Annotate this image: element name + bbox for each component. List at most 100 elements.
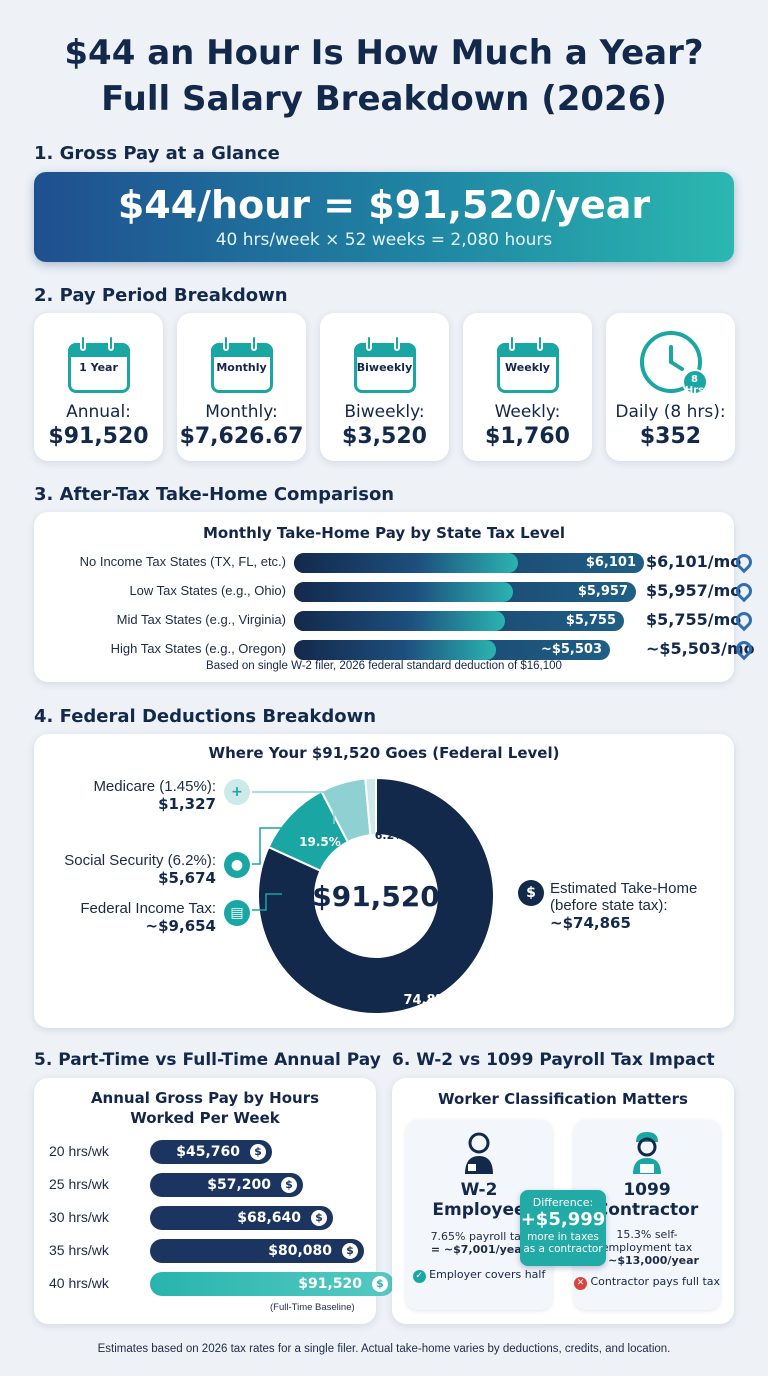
slice-fit-pct: 19.5% bbox=[299, 835, 341, 849]
tax-row-monthly: $6,101/mo bbox=[646, 552, 742, 571]
diff-label: Difference: bbox=[532, 1196, 594, 1209]
calendar-icon-label: Weekly bbox=[505, 361, 550, 374]
w2-card: Worker Classification Matters W-2 Employ… bbox=[392, 1078, 734, 1324]
pay-card-value: $7,626.67 bbox=[179, 424, 304, 449]
section-part-time-title: 5. Part-Time vs Full-Time Annual Pay bbox=[34, 1050, 381, 1070]
federal-donut-chart: $91,520 6.2% 19.5% 74.8% bbox=[257, 776, 495, 1015]
diff-sub-2: as a contractor bbox=[523, 1243, 603, 1255]
tax-row-monthly: $5,957/mo bbox=[646, 581, 742, 600]
tax-bar-value: ~$5,503 bbox=[540, 642, 602, 657]
pt-bar: $45,760 $ bbox=[150, 1140, 272, 1164]
gross-pay-banner: $44/hour = $91,520/year 40 hrs/week × 52… bbox=[34, 172, 734, 262]
legend-federal-income-tax: Federal Income Tax: ~$9,654 bbox=[54, 900, 216, 935]
pay-card-value: $3,520 bbox=[342, 424, 427, 449]
pt-row-label: 35 hrs/wk bbox=[49, 1242, 109, 1258]
tax-bar bbox=[294, 582, 513, 602]
federal-card: Where Your $91,520 Goes (Federal Level) … bbox=[34, 734, 734, 1028]
pt-bar-value: $45,760 bbox=[176, 1144, 240, 1160]
section-federal-title: 4. Federal Deductions Breakdown bbox=[34, 706, 377, 727]
legend-takehome-label-1: Estimated Take-Home bbox=[550, 880, 698, 897]
slice-takehome-pct: 74.8% bbox=[403, 993, 448, 1008]
tax-row: High Tax States (e.g., Oregon) ~$5,503 ~$5… bbox=[34, 637, 756, 661]
pt-bar: $91,520 $ bbox=[150, 1272, 394, 1296]
legend-social-security: Social Security (6.2%): $5,674 bbox=[44, 852, 216, 887]
pt-bar-value: $80,080 bbox=[268, 1243, 332, 1259]
legend-takehome-label-2: (before state tax): bbox=[550, 897, 668, 914]
legend-takehome-value: ~$74,865 bbox=[550, 914, 631, 932]
title-line-2: Full Salary Breakdown (2026) bbox=[101, 79, 667, 119]
tax-bar bbox=[294, 640, 496, 660]
legend-medicare-label: Medicare (1.45%): bbox=[93, 778, 216, 795]
part-time-card-title: Annual Gross Pay by Hours Worked Per Wee… bbox=[34, 1088, 376, 1128]
legend-ss-label: Social Security (6.2%): bbox=[64, 852, 216, 869]
donut-center-value: $91,520 bbox=[312, 880, 440, 913]
contractor-sub-2: employment tax bbox=[601, 1241, 693, 1254]
contractor-card: 1099 Contractor 15.3% self- employment t… bbox=[574, 1120, 720, 1310]
calendar-icon-label: Biweekly bbox=[356, 361, 413, 374]
money-bag-icon: $ bbox=[518, 880, 544, 906]
pay-card-label: Annual: bbox=[66, 402, 131, 422]
legend-ss-value: $5,674 bbox=[158, 869, 216, 887]
title-line-1: $44 an Hour Is How Much a Year? bbox=[64, 33, 704, 73]
w2-card-title: Worker Classification Matters bbox=[438, 1090, 688, 1108]
pt-row-label: 25 hrs/wk bbox=[49, 1176, 109, 1192]
page-title: $44 an Hour Is How Much a Year? Full Sal… bbox=[0, 30, 768, 122]
pt-row-label: 40 hrs/wk bbox=[49, 1275, 109, 1291]
tax-bar bbox=[294, 611, 505, 631]
gross-subline: 40 hrs/week × 52 weeks = 2,080 hours bbox=[215, 230, 553, 250]
section-w2-title: 6. W-2 vs 1099 Payroll Tax Impact bbox=[392, 1050, 715, 1070]
pt-bar: $68,640 $ bbox=[150, 1206, 333, 1230]
tax-row: Low Tax States (e.g., Ohio) $5,957 $5,957/… bbox=[34, 579, 756, 603]
pay-card-annual: 1 Year Annual: $91,520 bbox=[34, 313, 163, 461]
tax-row-monthly: $5,755/mo bbox=[646, 610, 742, 629]
legend-takehome: Estimated Take-Home (before state tax): … bbox=[550, 880, 730, 932]
pt-bar-value: $57,200 bbox=[207, 1177, 271, 1193]
tax-row-monthly: ~$5,503/mo bbox=[646, 639, 755, 658]
contractor-title-1: 1099 bbox=[623, 1180, 671, 1200]
calendar-icon: Biweekly bbox=[353, 335, 416, 393]
clock-badge: 8 Hrs bbox=[681, 369, 708, 396]
w2-sub-1: 7.65% payroll tax bbox=[430, 1230, 528, 1243]
calendar-icon: 1 Year bbox=[67, 335, 130, 393]
calendar-icon: Weekly bbox=[496, 335, 559, 393]
pay-card-label: Monthly: bbox=[205, 402, 278, 422]
contractor-title-2: Contractor bbox=[595, 1200, 699, 1220]
pay-card-value: $91,520 bbox=[48, 424, 149, 449]
check-icon: ✓ bbox=[412, 1270, 426, 1283]
dollar-coin-icon: $ bbox=[250, 1144, 266, 1160]
pay-card-value: $1,760 bbox=[485, 424, 570, 449]
diff-value: +$5,999 bbox=[520, 1209, 606, 1230]
w2-sub-2: = ~$7,001/year bbox=[430, 1243, 528, 1256]
part-time-card: Annual Gross Pay by Hours Worked Per Wee… bbox=[34, 1078, 394, 1324]
difference-callout: Difference: +$5,999 more in taxes as a c… bbox=[520, 1190, 606, 1266]
pt-bar: $80,080 $ bbox=[150, 1239, 364, 1263]
pay-card-label: Daily (8 hrs): bbox=[615, 402, 726, 422]
pt-row-label: 20 hrs/wk bbox=[49, 1143, 109, 1159]
section-pay-period-title: 2. Pay Period Breakdown bbox=[34, 285, 288, 306]
pay-card-value: $352 bbox=[639, 424, 702, 449]
pay-card-monthly: Monthly Monthly: $7,626.67 bbox=[177, 313, 306, 461]
pt-row-label: 30 hrs/wk bbox=[49, 1209, 109, 1225]
after-tax-note: Based on single W-2 filer, 2026 federal … bbox=[206, 660, 562, 672]
federal-card-title: Where Your $91,520 Goes (Federal Level) bbox=[208, 744, 560, 762]
dollar-coin-icon: $ bbox=[372, 1276, 388, 1292]
part-time-title-2: Worked Per Week bbox=[130, 1109, 280, 1127]
clock-icon: 8 Hrs bbox=[639, 331, 708, 396]
dollar-coin-icon: $ bbox=[311, 1210, 327, 1226]
after-tax-card-title: Monthly Take-Home Pay by State Tax Level bbox=[203, 524, 565, 542]
tax-row: Mid Tax States (e.g., Virginia) $5,755 $5,… bbox=[34, 608, 756, 632]
pt-bar-value: $68,640 bbox=[237, 1210, 301, 1226]
tax-row-label: Mid Tax States (e.g., Virginia) bbox=[116, 612, 286, 627]
pay-card-label: Weekly: bbox=[494, 402, 561, 422]
person-shield-icon: ● bbox=[224, 852, 250, 878]
part-time-title-1: Annual Gross Pay by Hours bbox=[90, 1089, 320, 1107]
diff-sub-1: more in taxes bbox=[527, 1231, 599, 1243]
baseline-note: (Full-Time Baseline) bbox=[270, 1302, 355, 1313]
w2-check-text: Employer covers half bbox=[429, 1268, 546, 1281]
calendar-icon: Monthly bbox=[210, 335, 273, 393]
pt-bar-value: $91,520 bbox=[298, 1276, 362, 1292]
tax-row-label: High Tax States (e.g., Oregon) bbox=[110, 641, 286, 656]
calendar-icon-label: 1 Year bbox=[79, 361, 118, 374]
dollar-coin-icon: $ bbox=[342, 1243, 358, 1259]
contractor-sub-3: = ~$13,000/year bbox=[595, 1254, 699, 1267]
